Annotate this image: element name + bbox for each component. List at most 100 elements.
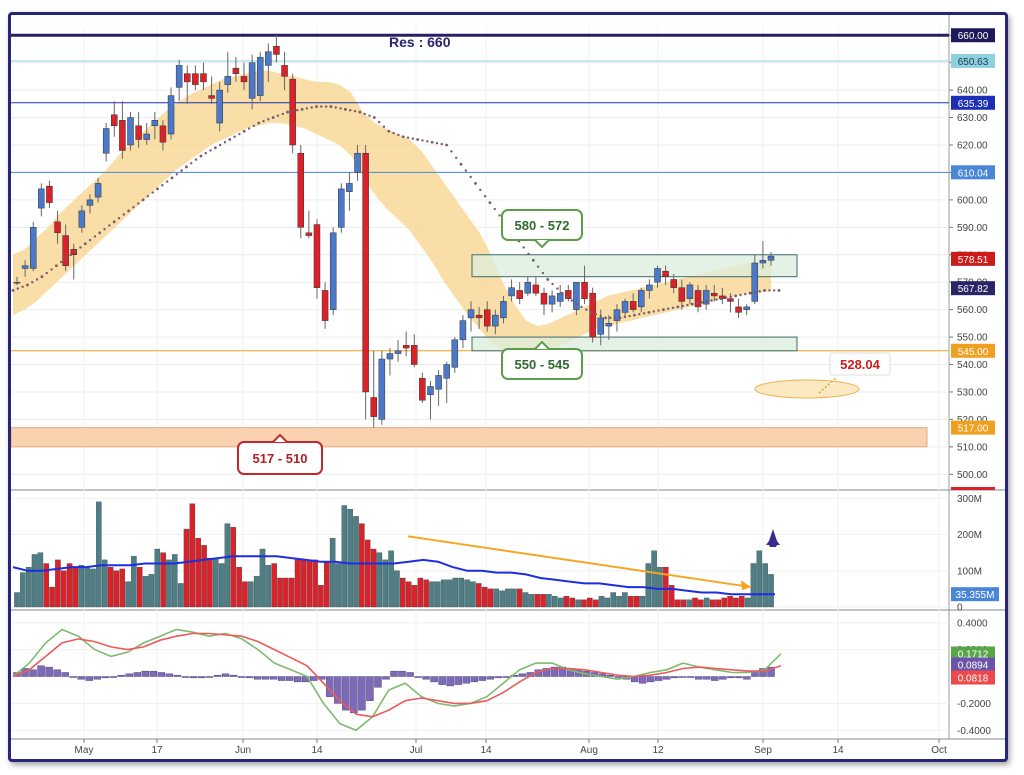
moving-average-dot bbox=[117, 216, 121, 220]
volume-bar bbox=[733, 597, 739, 608]
support-callout: 517 - 510 bbox=[237, 433, 323, 475]
candle-body bbox=[581, 281, 588, 299]
price-marker bbox=[951, 165, 995, 180]
macd-histogram-bar bbox=[286, 676, 294, 681]
volume-bar bbox=[581, 599, 587, 608]
candle-body bbox=[735, 306, 742, 313]
support-callout-pointer bbox=[272, 433, 288, 443]
volume-bar bbox=[499, 590, 505, 608]
volume-bar bbox=[622, 592, 628, 608]
macd-histogram-bar bbox=[727, 676, 735, 679]
macd-histogram-bar bbox=[695, 676, 703, 680]
candle-body bbox=[329, 232, 337, 310]
moving-average-dot bbox=[252, 124, 256, 127]
x-tick-label: Sep bbox=[754, 745, 772, 756]
volume-bar bbox=[306, 559, 312, 608]
price-marker-text: 517.00 bbox=[958, 424, 989, 435]
volume-bar bbox=[84, 566, 90, 608]
candle-body bbox=[119, 120, 126, 151]
moving-average-dot bbox=[661, 308, 665, 312]
volume-bar bbox=[680, 599, 687, 608]
candle-body bbox=[313, 224, 321, 288]
macd-histogram-bar bbox=[358, 676, 366, 711]
candle-body bbox=[208, 95, 215, 99]
price-tick-label: 640.00 bbox=[957, 86, 988, 97]
volume-bar bbox=[476, 583, 482, 608]
volume-bar bbox=[154, 548, 161, 608]
upper-range-callout-pointer bbox=[534, 239, 550, 249]
volume-bar bbox=[160, 552, 166, 608]
moving-average-dot bbox=[719, 297, 723, 301]
macd-histogram-bar bbox=[614, 676, 623, 678]
moving-average-dot bbox=[175, 173, 178, 176]
volume-bar bbox=[335, 563, 342, 608]
moving-average-dot bbox=[763, 289, 766, 292]
moving-average-dot bbox=[666, 307, 670, 310]
moving-average-dot bbox=[262, 120, 265, 123]
volume-bar bbox=[692, 597, 698, 608]
macd-histogram-bar bbox=[69, 676, 77, 678]
lower-range-callout-pointer bbox=[534, 340, 550, 350]
macd-marker-text: 0.0894 bbox=[958, 661, 989, 672]
volume-bar bbox=[592, 599, 599, 608]
candle-body bbox=[516, 290, 523, 299]
x-tick-label: 17 bbox=[151, 745, 163, 756]
volume-bar bbox=[522, 592, 529, 608]
price-tick-label: 540.00 bbox=[957, 360, 988, 371]
volume-bar bbox=[721, 597, 727, 608]
volume-bar bbox=[768, 574, 774, 608]
moving-average-dot bbox=[753, 291, 757, 294]
candle-body bbox=[370, 397, 377, 417]
moving-average-dot bbox=[599, 314, 602, 318]
macd-histogram-bar bbox=[173, 674, 182, 677]
candle-body bbox=[54, 221, 61, 234]
volume-bar bbox=[546, 594, 552, 608]
macd-histogram-bar bbox=[767, 666, 775, 677]
moving-average-dot bbox=[349, 109, 352, 112]
candle-body bbox=[694, 290, 702, 308]
candle-body bbox=[573, 281, 580, 310]
volume-bar bbox=[236, 566, 242, 608]
moving-average-dot bbox=[652, 310, 655, 313]
volume-bar bbox=[49, 586, 55, 608]
volume-bar bbox=[557, 597, 564, 608]
volume-bar bbox=[715, 599, 722, 608]
volume-bar bbox=[353, 516, 359, 608]
candle-body bbox=[127, 117, 134, 146]
moving-average-dot bbox=[209, 149, 212, 152]
candle-body bbox=[475, 314, 483, 319]
moving-average-dot bbox=[64, 257, 68, 260]
moving-average-dot bbox=[739, 293, 742, 297]
moving-average-dot bbox=[228, 138, 232, 141]
candle-body bbox=[597, 317, 604, 335]
volume-top-marker bbox=[951, 487, 995, 490]
candle-body bbox=[613, 309, 621, 321]
volume-bar bbox=[610, 592, 616, 608]
moving-average-dot bbox=[310, 106, 313, 109]
macd-histogram-bar bbox=[454, 676, 462, 685]
macd-histogram-bar bbox=[486, 676, 494, 680]
moving-average-dot bbox=[127, 209, 131, 213]
volume-bar bbox=[744, 597, 751, 608]
macd-histogram-bar bbox=[655, 676, 663, 681]
macd-histogram-bar bbox=[470, 676, 478, 683]
candle-body bbox=[621, 301, 629, 313]
x-tick-label: 14 bbox=[311, 745, 323, 756]
moving-average-dot bbox=[54, 264, 58, 268]
lower-range-box bbox=[471, 336, 798, 352]
moving-average-dot bbox=[546, 278, 550, 281]
candle-body bbox=[38, 188, 45, 209]
volume-bar bbox=[440, 579, 447, 608]
volume-bar bbox=[166, 559, 172, 608]
volume-bar bbox=[78, 565, 85, 608]
moving-average-dot bbox=[609, 316, 612, 320]
moving-average-dot bbox=[247, 127, 251, 130]
volume-bar bbox=[37, 552, 44, 608]
candle-body bbox=[419, 377, 426, 401]
resistance-label: Res : 660 bbox=[389, 34, 451, 50]
macd-histogram-bar bbox=[334, 676, 342, 704]
price-marker bbox=[951, 95, 995, 110]
moving-average-dot bbox=[98, 231, 102, 235]
macd-histogram-bar bbox=[221, 673, 230, 677]
moving-average-dot bbox=[633, 313, 636, 317]
